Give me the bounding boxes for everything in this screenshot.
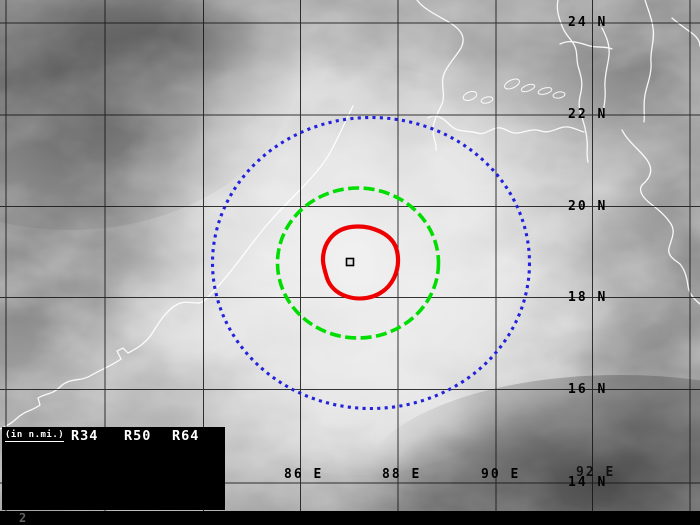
column-header-r64: R64 <box>172 428 200 444</box>
cloud-texture <box>0 0 700 511</box>
lon-label-92e-partial: 92 E <box>576 465 616 480</box>
coastline-myanmar <box>621 129 700 305</box>
map-overlay <box>0 0 700 511</box>
island-outline <box>462 91 478 101</box>
dark-cloud-bottom-right <box>360 375 700 511</box>
lat-label-14n: 14 N <box>568 475 608 490</box>
coastline-delta-south <box>427 115 585 135</box>
coastline-india-east <box>0 105 354 430</box>
delta-islands <box>462 78 566 104</box>
units-label: (in n.mi.) <box>5 430 65 442</box>
lat-label-24n: 24 N <box>568 15 608 30</box>
lat-label-22n: 22 N <box>568 107 608 122</box>
r64-circle <box>320 224 401 301</box>
island-outline <box>552 91 566 99</box>
island-outline <box>504 78 520 90</box>
wind-radii-table: (in n.mi.) R34 R50 R64 NE : 210.0 105.0 … <box>2 427 225 510</box>
river-line-1 <box>643 0 655 123</box>
wind-radii-circles <box>210 115 532 411</box>
lat-label-20n: 20 N <box>568 198 608 214</box>
island-outline <box>480 96 494 104</box>
lon-label-88e: 88 E <box>382 467 422 482</box>
river-line-2 <box>601 27 610 115</box>
column-header-r50: R50 <box>124 428 152 444</box>
column-header-r34: R34 <box>71 428 99 444</box>
coastline-top-squiggle <box>559 40 613 50</box>
lon-label-90e: 90 E <box>481 467 521 482</box>
storm-center-marker <box>345 257 355 267</box>
coastline-border-east <box>556 0 589 163</box>
r34-circle <box>210 115 532 411</box>
lat-label-18n: 18 N <box>568 289 608 305</box>
frame-number: 2 <box>19 511 27 525</box>
lon-label-86e: 86 E <box>284 467 324 482</box>
island-outline <box>537 87 553 95</box>
lat-label-16n: 16 N <box>568 381 608 397</box>
coastlines <box>0 0 700 430</box>
r50-circle <box>275 186 441 340</box>
bottom-bar: 2 <box>0 511 700 525</box>
island-outline <box>520 83 536 93</box>
